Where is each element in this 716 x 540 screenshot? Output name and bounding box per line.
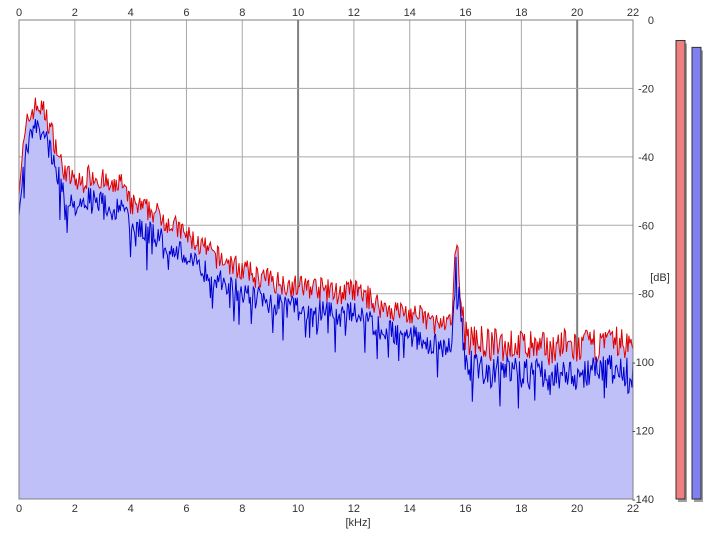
level-meters: [675, 40, 703, 503]
x-tick-label-top: 8: [239, 7, 245, 19]
spectrum-fill-area: [19, 97, 633, 499]
y-tick-label: -100: [632, 357, 654, 369]
y-tick-label: -120: [632, 426, 654, 438]
x-tick-label-top: 20: [571, 7, 583, 19]
x-tick-label-top: 16: [459, 7, 471, 19]
x-tick-label-bottom: 6: [183, 503, 189, 515]
x-tick-label-bottom: 4: [128, 503, 134, 515]
level-meter-red: [675, 40, 686, 500]
series-blue-line: [18, 119, 634, 409]
x-tick-label-bottom: 14: [404, 503, 416, 515]
x-tick-label-top: 12: [348, 7, 360, 19]
x-axis-label: [kHz]: [345, 517, 370, 529]
axis-ticks: 002244668810101212141416161818202022220-…: [16, 7, 654, 515]
x-tick-label-bottom: 18: [515, 503, 527, 515]
x-tick-label-top: 18: [515, 7, 527, 19]
y-tick-label: -80: [638, 289, 654, 301]
y-tick-label: -20: [638, 83, 654, 95]
x-tick-label-bottom: 16: [459, 503, 471, 515]
x-tick-label-bottom: 22: [627, 503, 639, 515]
level-meter-blue: [691, 46, 702, 500]
series-red-line: [18, 97, 634, 366]
x-tick-label-top: 0: [16, 7, 22, 19]
y-axis-label: [dB]: [650, 272, 670, 284]
y-tick-label: -60: [638, 220, 654, 232]
x-tick-label-bottom: 20: [571, 503, 583, 515]
x-tick-label-top: 4: [128, 7, 134, 19]
x-tick-label-top: 22: [627, 7, 639, 19]
x-tick-label-top: 10: [292, 7, 304, 19]
x-tick-label-bottom: 0: [16, 503, 22, 515]
x-tick-label-top: 14: [404, 7, 416, 19]
x-tick-label-top: 2: [72, 7, 78, 19]
x-tick-label-bottom: 8: [239, 503, 245, 515]
y-tick-label: 0: [648, 15, 654, 27]
y-tick-label: -140: [632, 494, 654, 506]
x-tick-label-bottom: 2: [72, 503, 78, 515]
y-tick-label: -40: [638, 152, 654, 164]
x-tick-label-bottom: 12: [348, 503, 360, 515]
plot-frame: [18, 19, 634, 500]
x-tick-label-top: 6: [183, 7, 189, 19]
x-tick-label-bottom: 10: [292, 503, 304, 515]
